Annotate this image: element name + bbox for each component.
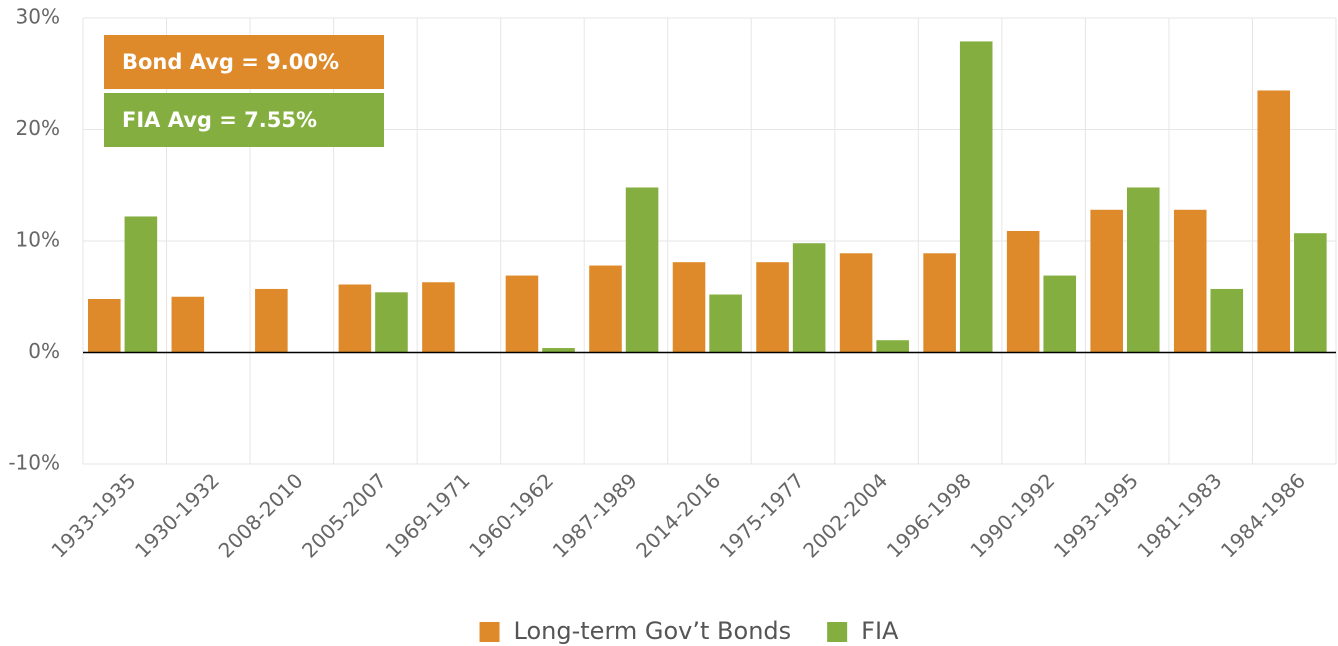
annotation-box [104,35,384,89]
bar [1257,90,1291,353]
annotation-text: FIA Avg = 7.55% [122,108,317,132]
legend-label: FIA [861,617,899,645]
bar [923,253,956,353]
legend-swatch [479,622,500,642]
bar [542,348,575,353]
bar [505,275,539,353]
bar [88,298,121,353]
bar [1006,230,1040,353]
bar [1210,288,1244,353]
bar [338,284,372,353]
y-tick-label: 10% [16,228,60,252]
annotation-text: Bond Avg = 9.00% [122,50,339,74]
bar [375,292,408,353]
legend-label: Long-term Gov’t Bonds [514,617,792,645]
bar [625,187,659,353]
x-tick-label: 1981-1983 [1132,468,1226,562]
bar [792,243,826,353]
x-tick-label: 2002-2004 [798,468,892,562]
bar [876,340,909,353]
bar [672,262,706,353]
bar [589,265,622,353]
bar [1126,187,1160,353]
bar [959,41,993,353]
x-tick-label: 2005-2007 [297,468,391,562]
bar [1173,209,1207,353]
x-tick-label: 2014-2016 [631,468,725,562]
x-tick-label: 1996-1998 [882,468,976,562]
x-tick-label: 1933-1935 [46,468,140,562]
y-tick-label: 20% [16,116,60,140]
y-tick-label: 30% [16,5,60,29]
x-tick-label: 1987-1989 [548,468,642,562]
bar [839,253,873,353]
x-tick-label: 1975-1977 [715,468,809,562]
bar [422,282,455,353]
y-tick-label: -10% [8,451,60,475]
bar [709,294,742,353]
legend: Long-term Gov’t Bonds FIA [479,617,899,645]
x-tick-label: 1984-1986 [1216,468,1310,562]
bar [1294,233,1327,353]
x-tick-label: 2008-2010 [214,468,308,562]
x-tick-label: 1990-1992 [965,468,1059,562]
bar [171,296,205,353]
x-tick-label: 1930-1932 [130,468,224,562]
bar [1090,209,1123,353]
bar [124,216,158,353]
x-tick-label: 1969-1971 [381,468,475,562]
bar [756,262,789,353]
bar [255,288,288,353]
legend-swatch [827,622,848,642]
y-tick-label: 0% [28,339,60,363]
x-tick-label: 1993-1995 [1049,468,1143,562]
bar [1043,275,1077,353]
annotation-box [104,93,384,147]
x-tick-label: 1960-1962 [464,468,558,562]
